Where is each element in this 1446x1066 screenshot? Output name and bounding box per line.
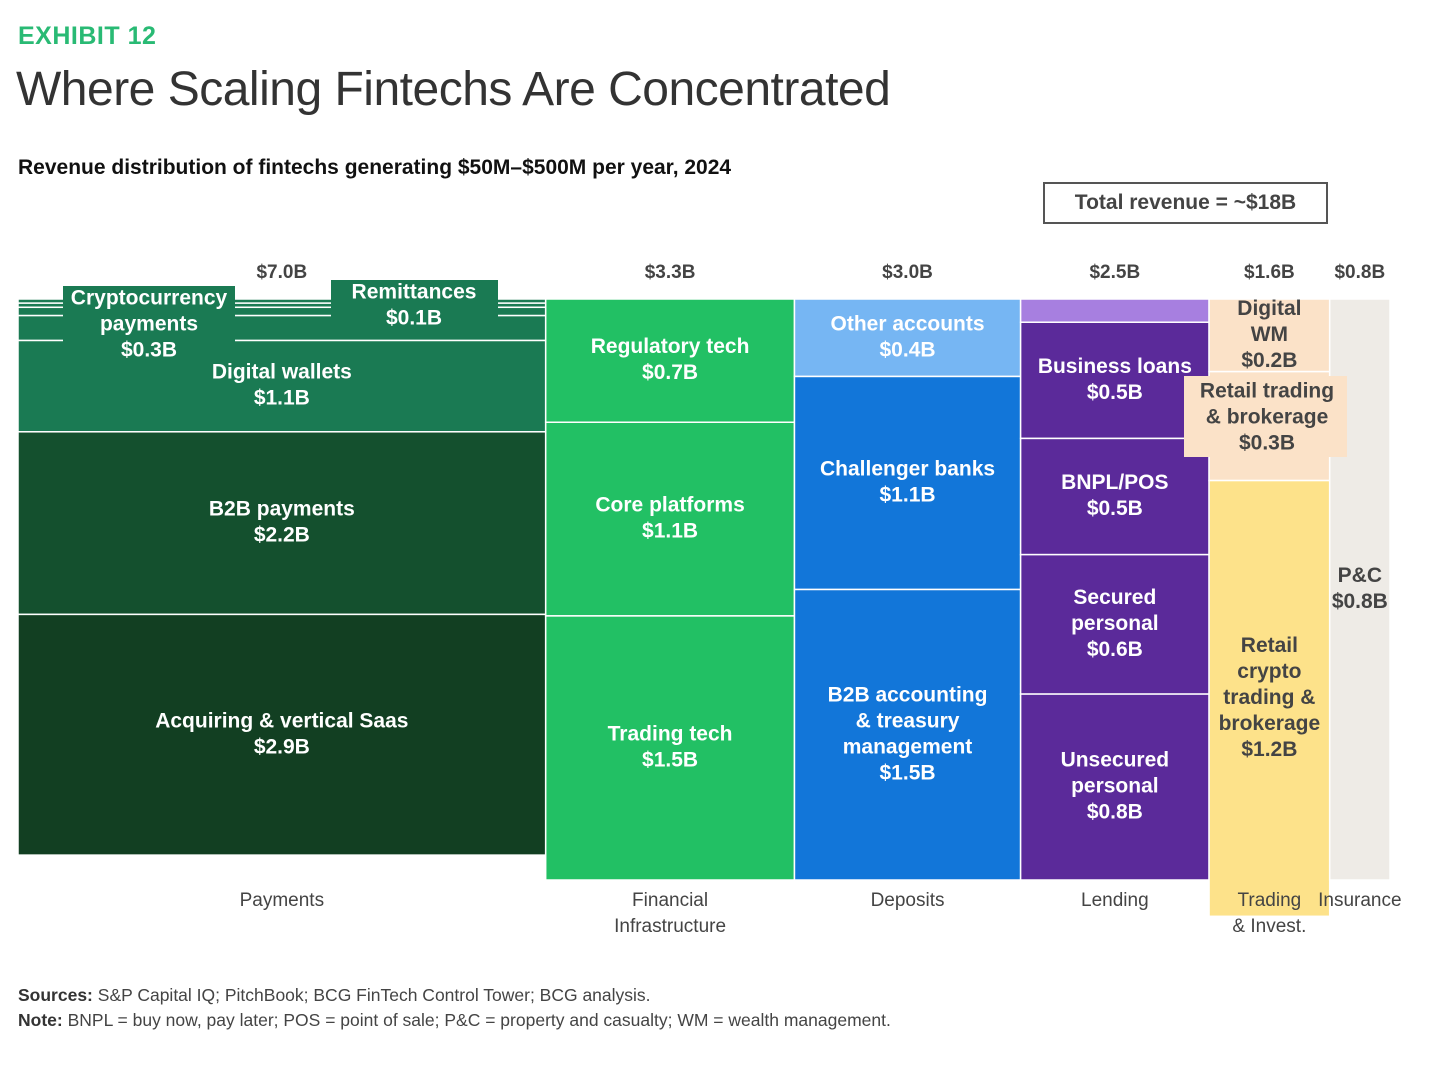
callout-background [331,280,498,326]
segment-core-platforms [544,421,796,617]
segment-label: Retail trading & brokerage $0.3B [1200,380,1334,455]
note-text: BNPL = buy now, pay later; POS = point o… [67,1010,891,1030]
note-line: Note: BNPL = buy now, pay later; POS = p… [18,1008,891,1033]
column-total-label: $0.8B [1334,262,1385,283]
column-total-label: $2.5B [1089,262,1140,283]
segment-label: Cryptocurrency payments $0.3B [71,287,228,362]
sources-note: Sources: S&P Capital IQ; PitchBook; BCG … [18,983,891,1033]
segment-digital-wm [1208,298,1331,373]
segment-label: Core platforms $1.1B [595,494,744,543]
category-label: & Invest. [1232,916,1306,937]
marimekko-chart: $7.0B Payments $3.3B Financial Infrastructur… [17,262,1402,937]
segment-label: Digital wallets $1.1B [212,361,352,410]
segment-acquiring-and-vertical-saas [17,613,547,856]
segment-label: Challenger banks $1.1B [820,458,995,507]
segment-unsecured-personal [1019,693,1210,881]
column-total-label: $3.3B [645,262,696,283]
segment-label: Business loans $0.5B [1038,355,1192,404]
segment-label: Retail crypto trading & brokerage $1.2B [1219,634,1321,761]
sources-line: Sources: S&P Capital IQ; PitchBook; BCG … [18,983,891,1008]
category-label: Lending [1081,890,1149,911]
segment-label: B2B payments $2.2B [209,498,355,547]
callout-background [1184,376,1347,457]
segment-business-loans [1019,321,1210,440]
segment-label: Unsecured personal $0.8B [1061,749,1170,824]
segment-label: P&C $0.8B [1332,564,1388,613]
sources-text: S&P Capital IQ; PitchBook; BCG FinTech C… [97,985,651,1005]
segment-bnpl-pos [1019,437,1210,556]
category-label: Insurance [1318,890,1401,911]
page-title: Where Scaling Fintechs Are Concentrated [16,63,891,116]
segment-label: Secured personal $0.6B [1071,586,1159,661]
segment-label: Trading tech $1.5B [608,723,733,772]
category-label: Payments [240,890,324,911]
sources-label: Sources: [18,985,93,1005]
total-revenue-box: Total revenue = ~$18B [1043,182,1328,224]
segment-secured-personal [1019,553,1210,695]
segment-challenger-banks [793,375,1022,591]
category-label: Deposits [871,890,945,911]
category-label: Financial [632,890,708,911]
segment-label: Regulatory tech $0.7B [591,335,750,384]
segment-label: Other accounts $0.4B [831,312,985,361]
segment-b2b-payments [17,431,547,616]
segment-b2b-accounting-and-treasury-management [793,588,1022,881]
segment-label: Digital WM $0.2B [1237,297,1301,372]
exhibit-label: EXHIBIT 12 [18,22,157,50]
column-total-label: $3.0B [882,262,933,283]
note-label: Note: [18,1010,63,1030]
segment-label: B2B accounting & treasury management $1.5B [828,683,988,784]
callout-background [63,286,235,356]
segment-slice-3-0 [1019,298,1210,323]
segment-label: Acquiring & vertical Saas $2.9B [155,709,408,758]
segment-retail-crypto-trading-and-brokerage [1208,479,1331,918]
chart-subtitle: Revenue distribution of fintechs generat… [18,156,732,179]
column-total-label: $1.6B [1244,262,1295,283]
category-label: Infrastructure [614,916,726,937]
segment-label: Remittances $0.1B [352,281,477,330]
segment-trading-tech [544,615,796,881]
column-total-label: $7.0B [256,262,307,283]
category-label: Trading [1238,890,1302,911]
segment-label: BNPL/POS $0.5B [1061,471,1168,520]
